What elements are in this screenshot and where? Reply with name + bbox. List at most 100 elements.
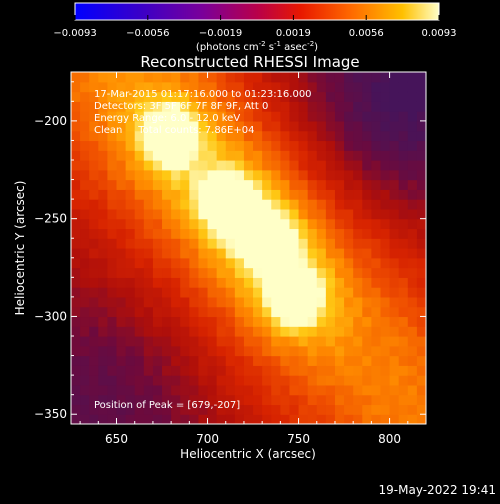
heatmap-cell [271,189,281,200]
heatmap-cell [407,238,418,249]
heatmap-cell [143,218,154,230]
heatmap-cell [280,130,291,142]
heatmap-cell [307,404,318,415]
heatmap-cell [225,336,236,347]
heatmap-cell [416,238,426,249]
heatmap-cell [152,316,163,327]
heatmap-cell [207,111,218,122]
heatmap-cell [344,101,354,112]
heatmap-cell [180,257,190,269]
heatmap-cell [189,375,200,386]
heatmap-cell [162,375,172,386]
heatmap-cell [162,199,172,210]
heatmap-cell [389,248,400,259]
heatmap-cell [80,394,90,406]
heatmap-cell [307,72,318,83]
heatmap-cell [280,91,291,102]
heatmap-cell [198,248,209,259]
heatmap-cell [89,140,99,151]
heatmap-cell [271,345,281,357]
heatmap-cell [116,306,127,318]
heatmap-cell [107,140,118,151]
heatmap-cell [389,91,400,102]
heatmap-cell [316,91,327,102]
heatmap-cell [89,316,99,327]
heatmap-cell [207,394,218,406]
heatmap-cell [289,375,300,386]
heatmap-cell [307,81,318,93]
heatmap-cell [407,179,418,190]
heatmap-cell [407,384,418,396]
heatmap-cell [143,81,154,93]
heatmap-cell [216,101,227,112]
heatmap-cell [325,287,336,298]
heatmap-cell [243,160,254,171]
heatmap-cell [207,384,218,396]
heatmap-cell [134,81,145,93]
heatmap-cell [262,355,272,366]
heatmap-cell [234,72,245,83]
heatmap-cell [89,130,99,142]
heatmap-cell [307,169,318,181]
heatmap-cell [207,336,218,347]
heatmap-cell [225,179,236,190]
heatmap-cell [162,218,172,230]
heatmap-cell [198,101,209,112]
heatmap-cell [398,189,409,200]
heatmap-cell [152,257,163,269]
heatmap-cell [353,238,363,249]
heatmap-cell [225,101,236,112]
heatmap-cell [280,365,291,376]
heatmap-cell [253,277,263,288]
heatmap-cell [353,404,363,415]
heatmap-cell [416,355,426,366]
heatmap-cell [380,218,391,230]
heatmap-cell [334,345,345,357]
heatmap-cell [125,81,136,93]
heatmap-cell [125,218,136,230]
heatmap-cell [143,404,154,415]
heatmap-cell [180,277,190,288]
heatmap-cell [198,287,209,298]
heatmap-cell [298,355,309,366]
heatmap-cell [125,169,136,181]
heatmap-cell [162,111,172,122]
heatmap-cell [134,130,145,142]
heatmap-cell [134,365,145,376]
heatmap-cell [371,365,382,376]
heatmap-cell [253,355,263,366]
heatmap-cell [289,72,300,83]
heatmap-cell [253,384,263,396]
heatmap-cell [280,160,291,171]
heatmap-cell [116,277,127,288]
heatmap-cell [80,384,90,396]
heatmap-cell [253,111,263,122]
heatmap-cell [298,199,309,210]
heatmap-cell [407,150,418,161]
heatmap-cell [234,140,245,151]
heatmap-cell [253,296,263,308]
heatmap-cell [344,306,354,318]
heatmap-cell [344,130,354,142]
heatmap-cell [234,120,245,132]
heatmap-cell [116,218,127,230]
heatmap-cell [162,267,172,278]
heatmap-cell [334,257,345,269]
heatmap-cell [98,81,109,93]
heatmap-cell [152,375,163,386]
heatmap-cell [143,140,154,151]
heatmap-cell [298,228,309,239]
heatmap-cell [353,111,363,122]
heatmap-cell [325,81,336,93]
heatmap-cell [89,160,99,171]
heatmap-cell [234,199,245,210]
heatmap-cell [307,189,318,200]
heatmap-cell [362,414,372,424]
heatmap-cell [289,336,300,347]
heatmap-cell [380,277,391,288]
heatmap-cell [71,404,81,415]
heatmap-cell [234,277,245,288]
heatmap-cell [198,189,209,200]
heatmap-cell [307,365,318,376]
heatmap-cell [189,72,200,83]
